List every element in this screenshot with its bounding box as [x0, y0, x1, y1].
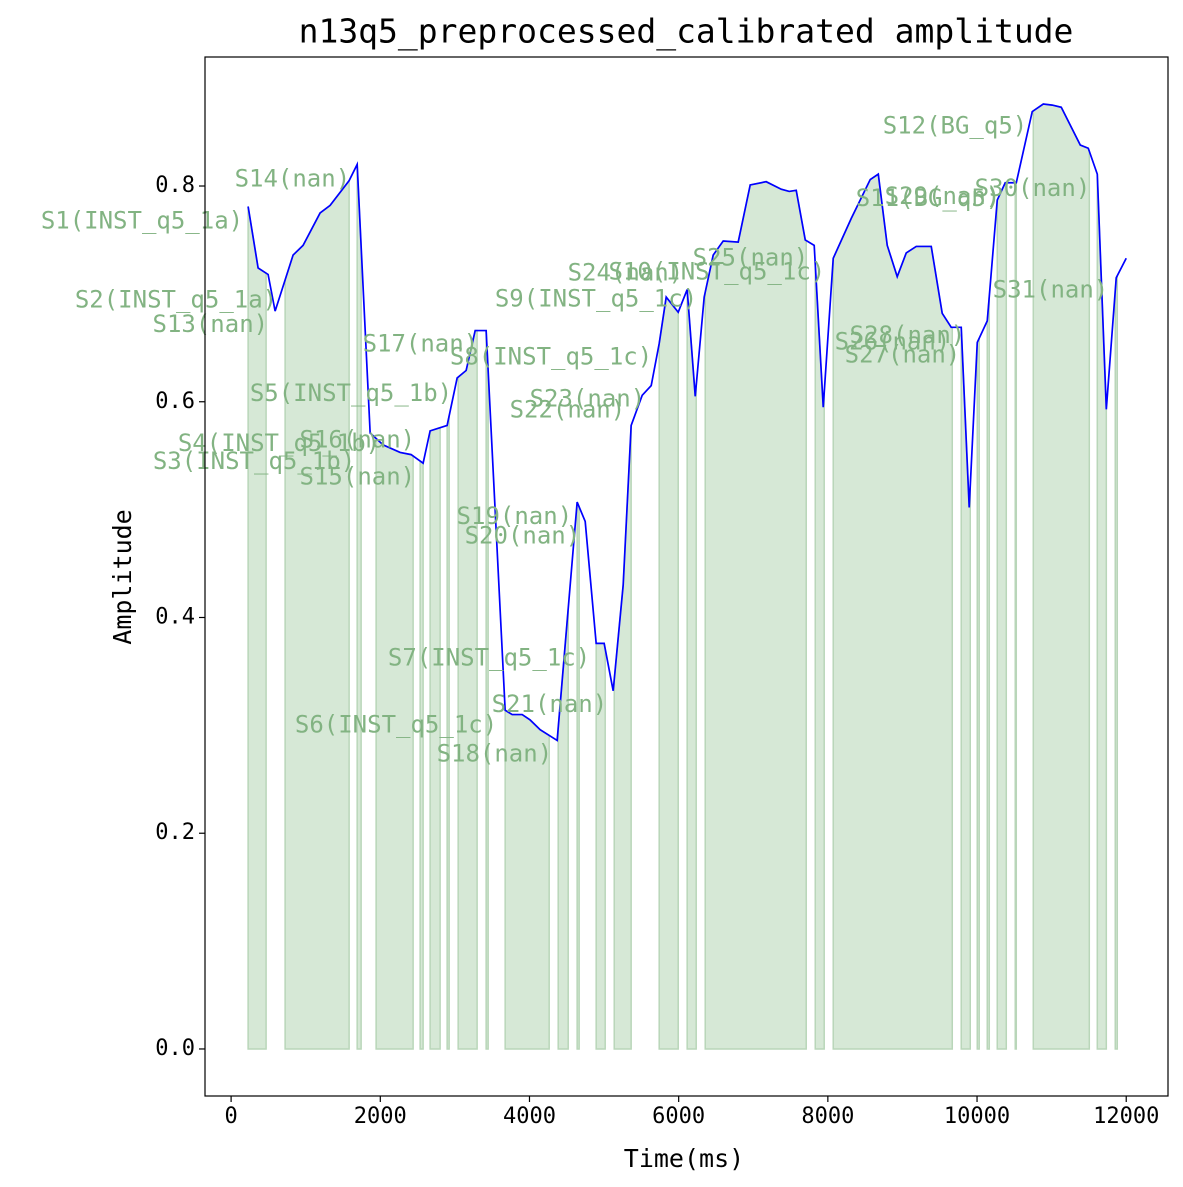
- segment-label: S21(nan): [492, 690, 608, 718]
- segment-label: S28(nan): [850, 321, 966, 349]
- segment-label: S9(INST_q5_1c): [495, 284, 697, 312]
- segment-label: S8(INST_q5_1c): [450, 343, 652, 371]
- segment-fill: [419, 459, 424, 1050]
- segment-label: S4(INST_q5_1b): [178, 429, 380, 457]
- segment-fill: [1114, 275, 1119, 1050]
- y-tick-label: 0.6: [155, 389, 195, 414]
- chart-title: n13q5_preprocessed_calibrated amplitude: [299, 12, 1074, 52]
- segment-fill: [658, 295, 679, 1050]
- segment-fill: [457, 329, 478, 1050]
- segment-label: S12(BG_q5): [883, 112, 1028, 140]
- segment-fill: [704, 180, 807, 1050]
- segment-label: S13(nan): [153, 310, 269, 338]
- segment-fill: [375, 436, 414, 1050]
- segment-label: S5(INST_q5_1b): [250, 379, 452, 407]
- y-tick-label: 0.0: [155, 1036, 195, 1061]
- segment-label: S29(nan): [885, 182, 1001, 210]
- segment-label: S27(nan): [845, 340, 961, 368]
- segment-fill: [1032, 103, 1091, 1050]
- x-tick-label: 8000: [801, 1104, 854, 1129]
- plot-frame: [204, 56, 1169, 1097]
- segment-label: S3(INST_q5_1b): [153, 447, 355, 475]
- x-tick-label: 10000: [944, 1104, 1010, 1129]
- segment-label: S31(nan): [993, 276, 1109, 304]
- segment-label: S2(INST_q5_1a): [75, 285, 277, 313]
- x-tick-label: 0: [224, 1104, 237, 1129]
- x-tick-label: 2000: [354, 1104, 407, 1129]
- segment-label: S16(nan): [300, 426, 416, 454]
- segment-label: S18(nan): [437, 739, 553, 767]
- segment-fill: [1014, 182, 1018, 1050]
- segment-label: S22(nan): [510, 395, 626, 423]
- segment-label: S24(nan): [568, 258, 684, 286]
- amplitude-line: [247, 103, 1127, 742]
- segment-label: S20(nan): [465, 522, 581, 550]
- segment-fill: [686, 289, 697, 1050]
- segment-label: S7(INST_q5_1c): [388, 643, 590, 671]
- x-tick-label: 12000: [1093, 1104, 1159, 1129]
- segment-label: S11(BG_q5): [856, 184, 1001, 212]
- segment-fill: [576, 501, 580, 1050]
- segment-label: S23(nan): [530, 385, 646, 413]
- segment-label: S17(nan): [363, 330, 479, 358]
- x-tick-label: 4000: [503, 1104, 556, 1129]
- y-tick-label: 0.4: [155, 604, 195, 629]
- segment-label: S6(INST_q5_1c): [295, 710, 497, 738]
- x-axis-label: Time(ms): [624, 1144, 744, 1173]
- y-axis-label: Amplitude: [108, 509, 137, 644]
- segment-label: S19(nan): [457, 502, 573, 530]
- segment-fill: [832, 172, 954, 1050]
- segment-fill: [976, 337, 980, 1050]
- segment-fill: [986, 296, 991, 1050]
- y-tick-label: 0.8: [155, 173, 195, 198]
- segment-label: S1(INST_q5_1a): [41, 207, 243, 235]
- segment-label: S30(nan): [975, 174, 1091, 202]
- segment-label: S10(INST_q5_1c): [608, 257, 825, 285]
- segment-fill: [284, 178, 350, 1050]
- segment-label: S26(nan): [835, 327, 951, 355]
- segment-label: S14(nan): [235, 165, 351, 193]
- y-tick-label: 0.2: [155, 820, 195, 845]
- segment-label: S15(nan): [300, 462, 416, 490]
- segment-label: S25(nan): [693, 243, 809, 271]
- x-tick-label: 6000: [652, 1104, 705, 1129]
- segment-fill: [356, 164, 362, 1050]
- segment-fill: [996, 182, 1008, 1050]
- segment-fill: [485, 330, 489, 1050]
